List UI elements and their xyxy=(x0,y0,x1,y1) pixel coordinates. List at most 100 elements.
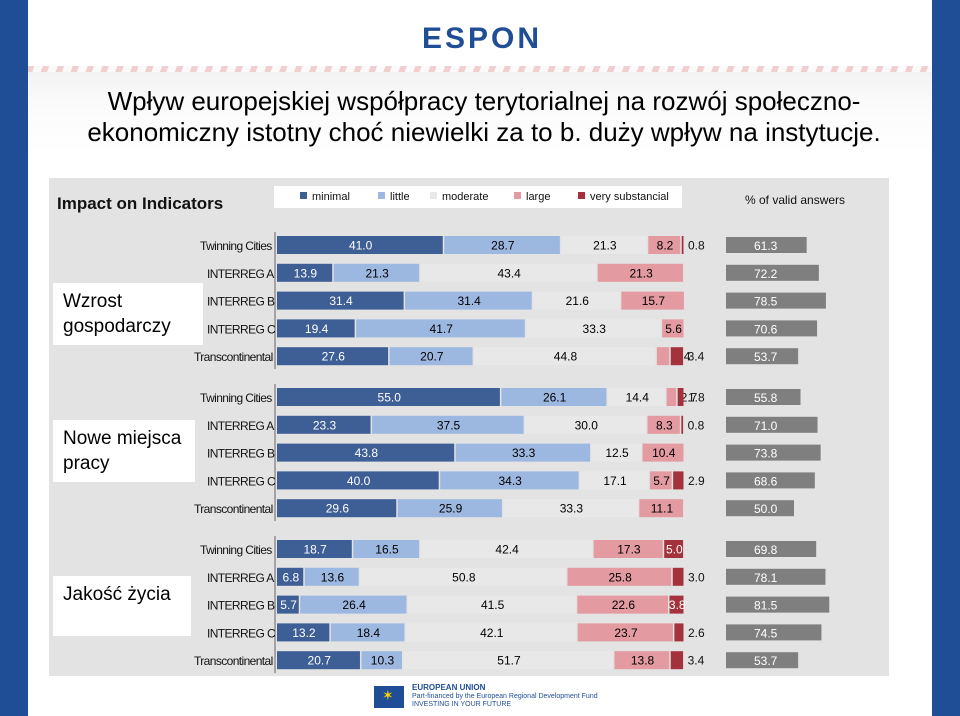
bar-segment-moderate-g1-r3 xyxy=(533,291,620,310)
bar-segment-moderate-g2-r1 xyxy=(607,388,666,406)
bar-segment-minimal-g1-r4 xyxy=(277,319,355,338)
data-label-little-g3-r2: 13.6 xyxy=(321,570,345,584)
data-label-very-substancial-g2-r2: 0.8 xyxy=(688,418,705,432)
footer-line-3: INVESTING IN YOUR FUTURE xyxy=(412,701,512,708)
eu-footer-text: EUROPEAN UNION Part-financed by the Euro… xyxy=(412,684,598,709)
legend-swatch-minimal xyxy=(300,192,307,199)
data-label-little-g2-r2: 37.5 xyxy=(437,418,461,432)
page-title: Wpływ europejskiej współpracy terytorial… xyxy=(87,86,881,147)
data-label-moderate-g1-r2: 43.4 xyxy=(497,266,521,280)
bar-segment-large-g1-r3 xyxy=(621,291,684,310)
bar-segment-little-g3-r1 xyxy=(353,540,420,558)
bar-segment-moderate-g3-r2 xyxy=(360,567,566,586)
legend-label-little: little xyxy=(390,191,410,203)
data-label-large-g2-r5: 11.1 xyxy=(651,502,674,516)
bar-segment-very-substancial-g3-r2 xyxy=(672,567,684,586)
data-label-large-g1-r3: 15.7 xyxy=(642,294,666,308)
valid-answers-header: % of valid answers xyxy=(745,193,845,207)
row-label-g2-r5: Transcontinental xyxy=(194,502,273,516)
data-label-large-g1-r4: 5.6 xyxy=(665,322,682,336)
bar-segment-moderate-g3-r1 xyxy=(420,540,593,558)
legend-swatch-moderate xyxy=(430,192,437,199)
data-label-large-g2-r3: 10.4 xyxy=(652,446,676,460)
legend-label-minimal: minimal xyxy=(312,191,350,203)
data-label-large-g3-r4: 23.7 xyxy=(614,626,638,640)
bar-segment-minimal-g3-r1 xyxy=(277,540,352,558)
data-label-moderate-g3-r1: 42.4 xyxy=(495,543,519,557)
title-band xyxy=(28,72,932,154)
data-label-minimal-g1-r5: 27.6 xyxy=(322,350,346,364)
data-label-minimal-g2-r5: 29.6 xyxy=(326,502,350,516)
data-label-moderate-g2-r3: 12.5 xyxy=(605,446,629,460)
data-label-minimal-g2-r4: 40.0 xyxy=(347,474,371,488)
group-label-quality-of-life: Jakość życia xyxy=(53,576,191,636)
valid-label-g2-r1: 55.8 xyxy=(754,391,778,405)
bar-segment-moderate-g3-r4 xyxy=(405,623,577,642)
data-label-large-g2-r2: 8.3 xyxy=(656,418,673,432)
data-label-little-g2-r5: 25.9 xyxy=(439,502,463,516)
data-label-little-g3-r1: 16.5 xyxy=(375,543,399,557)
data-label-moderate-g1-r5: 44.8 xyxy=(554,350,578,364)
eu-footer: EUROPEAN UNION Part-financed by the Euro… xyxy=(374,684,598,709)
data-label-minimal-g3-r5: 20.7 xyxy=(308,654,332,668)
row-label-g2-r2: INTERREG A xyxy=(207,419,274,433)
legend-label-moderate: moderate xyxy=(442,191,488,203)
valid-bar-g1-r1 xyxy=(726,237,807,253)
row-label-g2-r3: INTERREG B xyxy=(207,447,275,461)
data-label-little-g3-r4: 18.4 xyxy=(357,626,381,640)
data-label-large-g3-r3: 22.6 xyxy=(612,598,636,612)
valid-bar-g2-r5 xyxy=(726,500,794,517)
valid-bar-g1-r4 xyxy=(726,320,818,337)
valid-bar-g3-r4 xyxy=(726,624,822,641)
valid-label-g2-r3: 73.8 xyxy=(754,447,778,461)
legend-label-large: large xyxy=(526,191,550,203)
data-label-very-substancial-g3-r3: 3.8 xyxy=(669,598,686,612)
bar-segment-large-g2-r4 xyxy=(649,471,672,490)
data-label-little-g2-r4: 34.3 xyxy=(498,474,522,488)
data-label-minimal-g3-r4: 13.2 xyxy=(292,626,316,640)
bar-segment-very-substancial-g2-r2 xyxy=(681,415,684,434)
group-label-economic-growth: Wzrost gospodarczy xyxy=(53,283,203,345)
bar-segment-large-g1-r1 xyxy=(648,236,681,254)
data-label-little-g3-r3: 26.4 xyxy=(342,598,366,612)
bar-segment-moderate-g1-r2 xyxy=(420,263,597,282)
valid-bar-g3-r5 xyxy=(726,652,799,669)
data-label-large-g1-r1: 8.2 xyxy=(657,239,674,253)
data-label-moderate-g3-r2: 50.8 xyxy=(452,570,476,584)
bar-segment-very-substancial-g1-r5 xyxy=(670,347,684,366)
row-label-g3-r1: Twinning Cities xyxy=(200,543,272,557)
bar-segment-moderate-g2-r3 xyxy=(591,443,642,462)
valid-bar-g2-r3 xyxy=(726,444,821,461)
bar-segment-minimal-g1-r5 xyxy=(277,347,389,366)
bar-segment-minimal-g1-r3 xyxy=(277,291,404,310)
bar-segment-little-g3-r4 xyxy=(330,623,405,642)
valid-label-g2-r5: 50.0 xyxy=(754,502,778,516)
bar-segment-minimal-g1-r1 xyxy=(277,236,443,254)
data-label-moderate-g2-r5: 33.3 xyxy=(560,502,584,516)
data-label-very-substancial-g1-r5: 3.4 xyxy=(688,350,705,364)
bar-segment-little-g2-r1 xyxy=(501,388,607,406)
row-label-g1-r2: INTERREG A xyxy=(207,267,274,281)
legend-swatch-very-substancial xyxy=(578,192,585,199)
group-label-new-jobs: Nowe miejsca pracy xyxy=(53,420,195,482)
valid-bar-g1-r2 xyxy=(726,264,819,281)
bar-segment-very-substancial-g2-r4 xyxy=(673,471,684,490)
data-label-minimal-g1-r2: 13.9 xyxy=(294,266,318,280)
bar-segment-moderate-g2-r5 xyxy=(503,499,638,518)
data-label-minimal-g3-r3: 5.7 xyxy=(280,598,297,612)
data-label-very-substancial-g3-r2: 3.0 xyxy=(688,570,705,584)
valid-bar-g1-r5 xyxy=(726,348,799,365)
data-label-minimal-g3-r1: 18.7 xyxy=(303,543,327,557)
data-label-little-g1-r1: 28.7 xyxy=(491,239,515,253)
bar-segment-moderate-g3-r3 xyxy=(407,595,576,614)
chart-title: Impact on Indicators xyxy=(57,194,223,213)
row-label-g1-r3: INTERREG B xyxy=(207,295,275,309)
valid-label-g3-r2: 78.1 xyxy=(754,571,778,585)
data-label-very-substancial-g2-r1: 1.8 xyxy=(688,391,705,405)
row-label-g3-r5: Transcontinental xyxy=(194,654,273,668)
bar-segment-large-g3-r5 xyxy=(614,651,670,670)
legend-label-very-substancial: very substancial xyxy=(590,191,669,203)
valid-bar-g3-r2 xyxy=(726,568,826,585)
bar-segment-very-substancial-g3-r4 xyxy=(674,623,684,642)
